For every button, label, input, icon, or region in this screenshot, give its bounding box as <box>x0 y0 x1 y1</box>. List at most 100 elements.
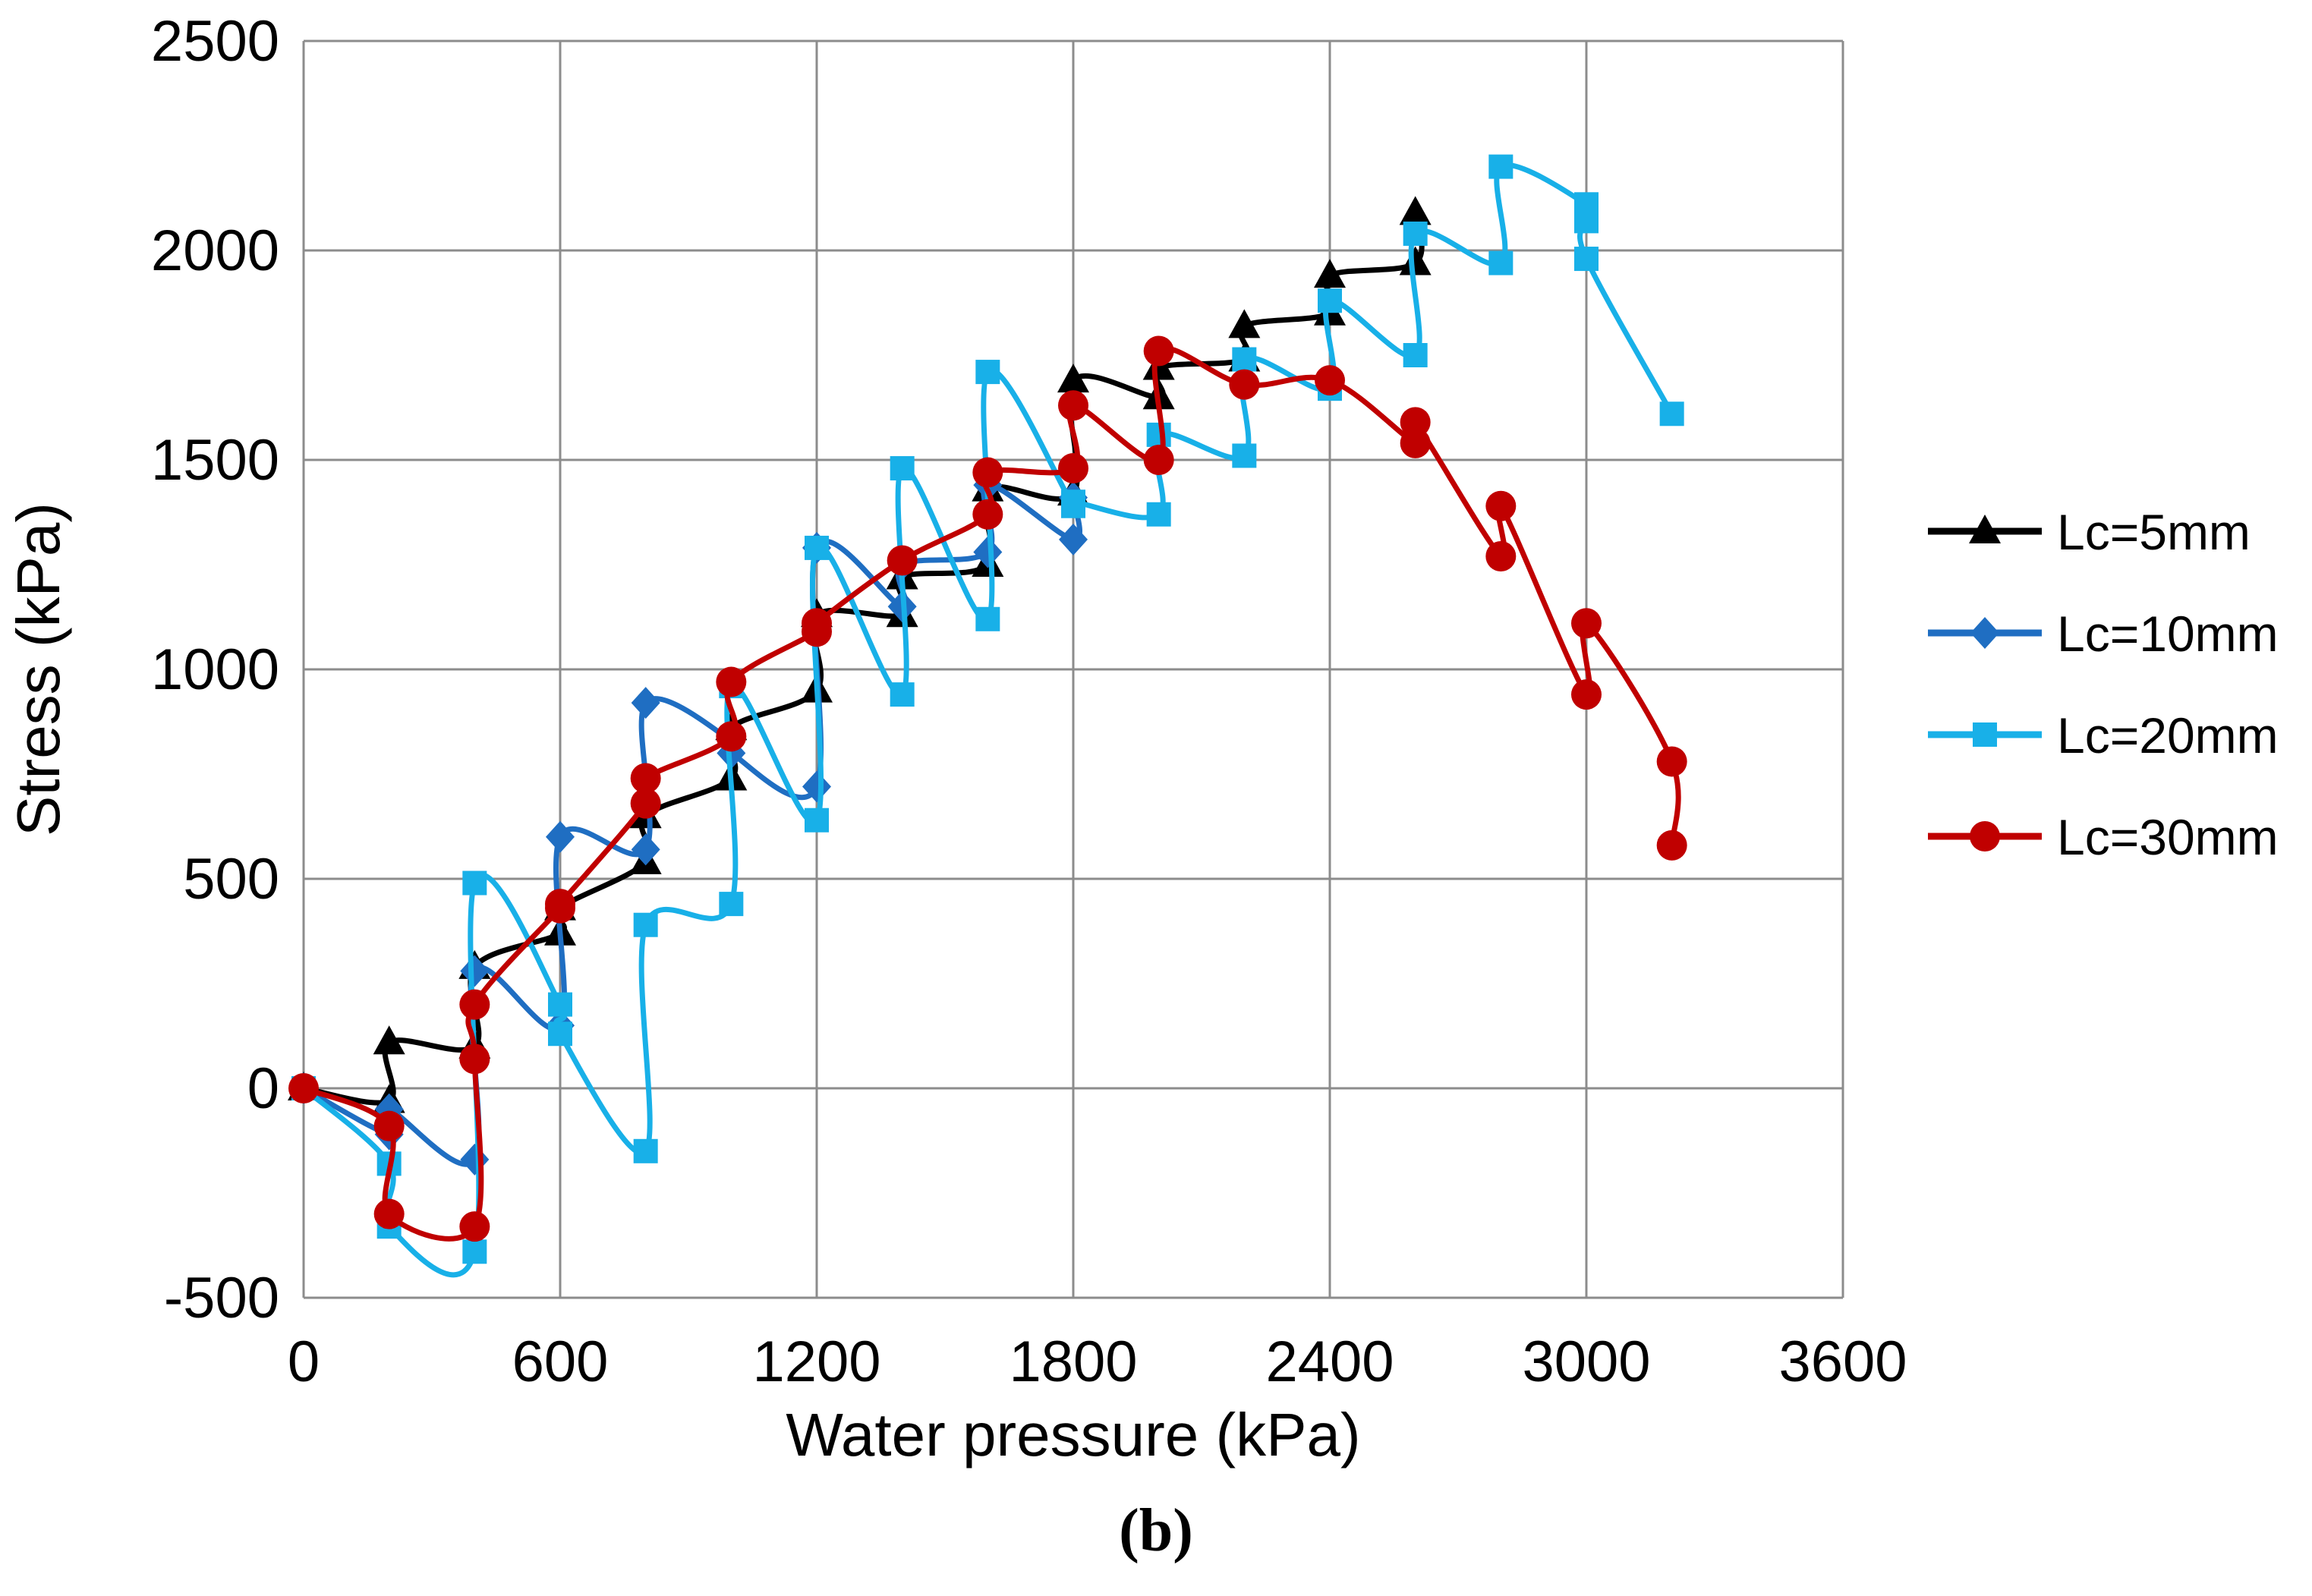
x-tick-label: 1200 <box>752 1330 880 1394</box>
data-point-lc-30mm <box>373 1198 405 1229</box>
y-tick-labels: -500 0 500 1000 1500 2000 2500 <box>151 9 279 1330</box>
data-point-lc-20mm <box>633 1138 658 1163</box>
data-point-lc-20mm <box>805 807 829 833</box>
data-point-lc-30mm <box>972 457 1003 488</box>
data-point-lc-10mm <box>631 833 660 866</box>
data-point-lc-30mm <box>459 1211 490 1242</box>
y-axis-title: Stress (kPa) <box>5 502 72 836</box>
data-point-lc-5mm <box>1399 196 1432 225</box>
data-point-lc-20mm <box>1403 343 1428 367</box>
y-tick-label: -500 <box>164 1266 279 1330</box>
legend-marker <box>1970 617 1999 649</box>
legend-item-lc-10mm: Lc=10mm <box>1928 606 2279 662</box>
data-point-lc-10mm <box>460 955 490 987</box>
data-point-lc-30mm <box>630 788 661 819</box>
x-tick-label: 1800 <box>1009 1330 1137 1394</box>
data-point-lc-30mm <box>1143 335 1174 367</box>
data-point-lc-5mm <box>1228 309 1261 338</box>
data-point-lc-20mm <box>1488 154 1514 179</box>
legend-item-lc-30mm: Lc=30mm <box>1928 809 2279 865</box>
x-tick-label: 0 <box>288 1330 320 1394</box>
data-point-lc-30mm <box>1656 829 1687 861</box>
y-tick-label: 0 <box>247 1056 279 1121</box>
data-point-lc-30mm <box>1485 490 1517 521</box>
data-point-lc-10mm <box>546 820 575 853</box>
data-point-lc-20mm <box>719 892 744 917</box>
x-axis-title: Water pressure (kPa) <box>786 1401 1360 1469</box>
data-point-lc-30mm <box>1400 407 1431 438</box>
legend-label: Lc=5mm <box>2057 504 2251 560</box>
data-point-lc-30mm <box>716 721 747 752</box>
data-point-lc-30mm <box>1058 453 1088 484</box>
data-point-lc-30mm <box>802 608 832 639</box>
data-point-lc-30mm <box>972 499 1003 530</box>
data-point-lc-30mm <box>545 889 575 920</box>
data-point-lc-30mm <box>373 1110 405 1141</box>
data-point-lc-20mm <box>1659 401 1684 427</box>
data-point-lc-30mm <box>1315 365 1345 396</box>
data-point-lc-20mm <box>890 456 915 481</box>
data-point-lc-10mm <box>973 536 1003 568</box>
data-point-lc-5mm <box>1057 364 1089 393</box>
series-layer <box>288 154 1687 1278</box>
data-point-lc-30mm <box>630 763 661 794</box>
data-point-lc-30mm <box>716 666 747 697</box>
figure-caption: (b) <box>1119 1497 1193 1564</box>
data-point-lc-20mm <box>548 992 572 1017</box>
legend: Lc=5mm Lc=10mm Lc=20mm Lc=30mm <box>1928 504 2279 865</box>
data-point-lc-30mm <box>1143 445 1174 475</box>
data-point-lc-10mm <box>802 770 831 803</box>
data-point-lc-30mm <box>459 1044 490 1075</box>
data-point-lc-20mm <box>462 870 487 896</box>
x-tick-label: 2400 <box>1265 1330 1394 1394</box>
data-point-lc-30mm <box>1571 679 1602 710</box>
legend-label: Lc=20mm <box>2057 707 2279 763</box>
data-point-lc-20mm <box>548 1022 572 1047</box>
data-point-lc-20mm <box>1061 490 1085 515</box>
data-point-lc-20mm <box>1574 247 1599 272</box>
data-point-lc-30mm <box>459 989 490 1020</box>
data-point-lc-20mm <box>975 606 1000 631</box>
data-point-lc-20mm <box>1232 347 1257 372</box>
data-point-lc-20mm <box>1574 209 1599 234</box>
data-point-lc-20mm <box>1146 422 1171 447</box>
y-tick-label: 2500 <box>151 9 279 74</box>
y-tick-label: 2000 <box>151 219 279 283</box>
data-point-lc-30mm <box>1571 608 1602 639</box>
legend-item-lc-5mm: Lc=5mm <box>1928 504 2251 560</box>
data-point-lc-30mm <box>1058 390 1088 421</box>
data-point-lc-30mm <box>288 1073 319 1103</box>
data-point-lc-5mm <box>373 1025 405 1055</box>
legend-marker <box>1969 515 2001 543</box>
y-tick-label: 500 <box>183 847 279 911</box>
x-tick-labels: 0 600 1200 1800 2400 3000 3600 <box>288 1330 1907 1394</box>
data-point-lc-20mm <box>1146 502 1171 527</box>
series-lc-30mm <box>288 335 1687 1242</box>
legend-marker <box>1970 821 2000 852</box>
data-point-lc-30mm <box>1656 746 1687 777</box>
stress-chart: 0 600 1200 1800 2400 3000 3600 -50005001000150… <box>5 9 2279 1469</box>
data-point-lc-20mm <box>805 535 829 560</box>
data-point-lc-20mm <box>1403 221 1428 246</box>
y-tick-label: 1000 <box>151 637 279 702</box>
legend-label: Lc=30mm <box>2057 809 2279 865</box>
legend-item-lc-20mm: Lc=20mm <box>1928 707 2279 763</box>
data-point-lc-5mm <box>1314 259 1346 288</box>
x-tick-label: 600 <box>512 1330 609 1394</box>
data-point-lc-30mm <box>1229 369 1260 400</box>
data-point-lc-30mm <box>1485 540 1517 571</box>
data-point-lc-20mm <box>1318 288 1342 313</box>
legend-label: Lc=10mm <box>2057 606 2279 662</box>
x-tick-label: 3600 <box>1778 1330 1907 1394</box>
data-point-lc-20mm <box>633 912 658 937</box>
data-point-lc-10mm <box>631 687 660 719</box>
data-point-lc-5mm <box>1399 246 1432 275</box>
data-point-lc-20mm <box>975 360 1000 385</box>
data-point-lc-20mm <box>890 682 915 707</box>
data-point-lc-30mm <box>1400 427 1431 458</box>
data-point-lc-30mm <box>887 545 918 576</box>
data-point-lc-20mm <box>1232 443 1257 468</box>
data-point-lc-20mm <box>462 1239 487 1264</box>
data-point-lc-10mm <box>1059 523 1088 556</box>
x-tick-label: 3000 <box>1522 1330 1650 1394</box>
